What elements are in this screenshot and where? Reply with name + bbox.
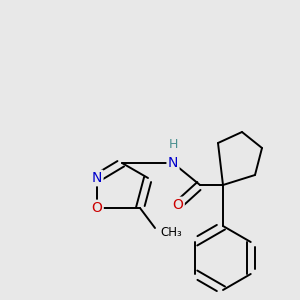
Text: N: N: [168, 156, 178, 170]
Text: O: O: [172, 198, 183, 212]
Text: CH₃: CH₃: [160, 226, 182, 238]
Text: O: O: [92, 201, 102, 215]
Text: N: N: [92, 171, 102, 185]
Text: H: H: [168, 139, 178, 152]
